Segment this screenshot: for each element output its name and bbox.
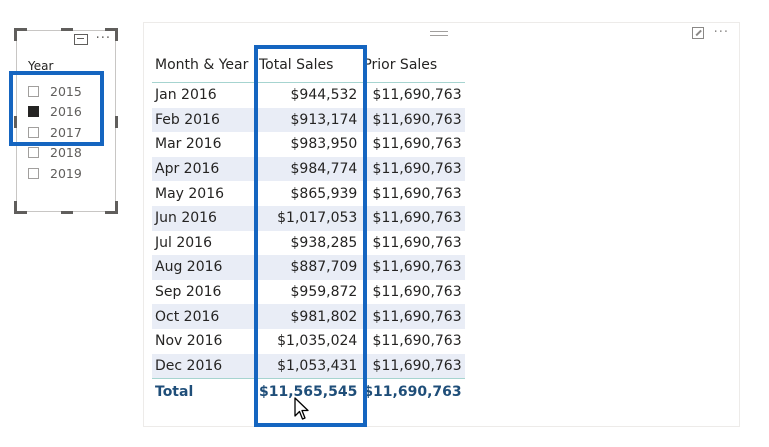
month-year-cell: Jan 2016 <box>155 87 217 104</box>
table-toolbar: ··· <box>691 25 729 40</box>
total-sales-value: $11,565,545 <box>256 378 361 406</box>
slicer-item-label: 2017 <box>50 124 82 140</box>
slicer-item-label: 2018 <box>50 145 82 161</box>
column-header-total-sales[interactable]: Total Sales <box>256 47 361 83</box>
month-year-cell: Mar 2016 <box>155 136 222 153</box>
mouse-pointer-icon <box>294 397 309 420</box>
month-year-cell: Sep 2016 <box>155 284 222 301</box>
table-row: Dec 2016 $1,053,431 $11,690,763 <box>152 353 465 379</box>
table-row: Apr 2016 $984,774 $11,690,763 <box>152 156 465 182</box>
resize-handle-bottom-left[interactable] <box>14 201 27 214</box>
total-sales-cell: $1,035,024 <box>277 333 358 350</box>
slicer-item-2019[interactable]: 2019 <box>28 163 82 184</box>
table-row: May 2016 $865,939 $11,690,763 <box>152 181 465 206</box>
prior-sales-cell: $11,690,763 <box>360 353 465 379</box>
more-options-icon[interactable]: ··· <box>713 25 729 40</box>
total-sales-cell: $1,017,053 <box>256 205 361 231</box>
slicer-item-2017[interactable]: 2017 <box>28 122 82 143</box>
slicer-toolbar: ··· <box>73 31 111 46</box>
year-slicer[interactable]: ··· Year 2015 2016 2017 2018 2019 <box>14 28 118 214</box>
slicer-item-2015[interactable]: 2015 <box>28 81 82 102</box>
table-row: Sep 2016 $959,872 $11,690,763 <box>152 280 465 305</box>
column-header-prior-sales[interactable]: Prior Sales <box>360 47 465 83</box>
month-year-cell: Oct 2016 <box>152 304 256 329</box>
checkbox-2019[interactable] <box>28 167 39 179</box>
total-label: Total <box>152 378 256 406</box>
table-row: Jun 2016 $1,017,053 $11,690,763 <box>152 205 465 231</box>
prior-sales-cell: $11,690,763 <box>360 107 465 133</box>
prior-sales-cell: $11,690,763 <box>372 333 462 350</box>
slicer-item-label: 2019 <box>50 165 82 181</box>
column-header-month-year[interactable]: Month & Year <box>152 47 256 83</box>
table-header-row: Month & Year Total Sales Prior Sales <box>152 47 465 83</box>
total-sales-cell: $983,950 <box>290 136 358 153</box>
resize-handle-right[interactable] <box>115 116 118 128</box>
month-year-cell: Aug 2016 <box>152 255 256 280</box>
resize-handle-bottom[interactable] <box>61 211 73 214</box>
total-row: Total $11,565,545 $11,690,763 <box>152 378 465 406</box>
table-row: Aug 2016 $887,709 $11,690,763 <box>152 255 465 280</box>
slicer-list: 2015 2016 2017 2018 2019 <box>28 81 82 184</box>
prior-sales-cell: $11,690,763 <box>360 304 465 329</box>
total-sales-cell: $981,802 <box>256 304 361 329</box>
checkbox-2017[interactable] <box>28 126 39 138</box>
more-options-icon[interactable]: ··· <box>95 31 111 46</box>
sales-table: Month & Year Total Sales Prior Sales Jan… <box>152 47 465 406</box>
checkbox-2016[interactable] <box>28 106 39 118</box>
checkbox-2018[interactable] <box>28 147 39 159</box>
table-row: Oct 2016 $981,802 $11,690,763 <box>152 304 465 329</box>
month-year-cell: Nov 2016 <box>155 333 223 350</box>
prior-sales-cell: $11,690,763 <box>372 87 462 104</box>
resize-handle-top-right[interactable] <box>105 28 118 41</box>
month-year-cell: Jul 2016 <box>155 234 212 251</box>
month-year-cell: Apr 2016 <box>152 156 256 182</box>
slicer-item-label: 2016 <box>50 104 82 120</box>
total-sales-cell: $887,709 <box>256 255 361 280</box>
table-row: Mar 2016 $983,950 $11,690,763 <box>152 132 465 157</box>
prior-sales-cell: $11,690,763 <box>360 156 465 182</box>
prior-sales-cell: $11,690,763 <box>372 185 462 202</box>
slicer-item-2018[interactable]: 2018 <box>28 143 82 164</box>
resize-handle-top[interactable] <box>61 28 73 31</box>
total-sales-cell: $913,174 <box>256 107 361 133</box>
total-sales-cell: $938,285 <box>290 234 358 251</box>
month-year-cell: Jun 2016 <box>152 205 256 231</box>
prior-sales-cell: $11,690,763 <box>372 136 462 153</box>
focus-mode-icon[interactable] <box>73 33 88 45</box>
total-prior-sales-value: $11,690,763 <box>360 378 465 406</box>
total-sales-cell: $984,774 <box>256 156 361 182</box>
month-year-cell: Feb 2016 <box>152 107 256 133</box>
prior-sales-cell: $11,690,763 <box>360 205 465 231</box>
total-sales-cell: $944,532 <box>290 87 358 104</box>
total-sales-cell: $865,939 <box>290 185 358 202</box>
prior-sales-cell: $11,690,763 <box>360 255 465 280</box>
table-row: Jan 2016 $944,532 $11,690,763 <box>152 83 465 108</box>
sales-table-visual[interactable]: ··· Month & Year Total Sales Prior Sales… <box>143 22 740 427</box>
month-year-cell: May 2016 <box>155 185 225 202</box>
total-sales-cell: $959,872 <box>290 284 358 301</box>
table-row: Jul 2016 $938,285 $11,690,763 <box>152 231 465 256</box>
focus-mode-icon[interactable] <box>691 27 704 39</box>
total-sales-cell: $1,053,431 <box>256 353 361 379</box>
slicer-item-label: 2015 <box>50 83 82 99</box>
slicer-title: Year <box>28 59 54 73</box>
table-row: Feb 2016 $913,174 $11,690,763 <box>152 107 465 133</box>
table-row: Nov 2016 $1,035,024 $11,690,763 <box>152 329 465 354</box>
prior-sales-cell: $11,690,763 <box>372 234 462 251</box>
checkbox-2015[interactable] <box>28 85 39 97</box>
month-year-cell: Dec 2016 <box>152 353 256 379</box>
resize-handle-left[interactable] <box>14 116 17 128</box>
slicer-item-2016[interactable]: 2016 <box>28 102 82 123</box>
resize-handle-top-left[interactable] <box>14 28 27 41</box>
drag-handle-icon[interactable] <box>430 31 448 36</box>
prior-sales-cell: $11,690,763 <box>372 284 462 301</box>
resize-handle-bottom-right[interactable] <box>105 201 118 214</box>
